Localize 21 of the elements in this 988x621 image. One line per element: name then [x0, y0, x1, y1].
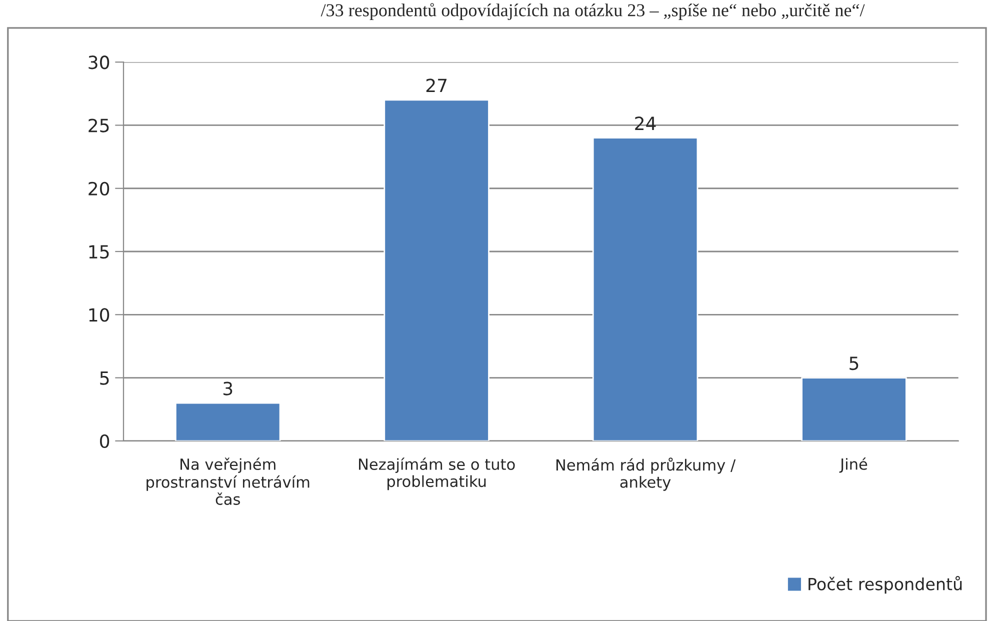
y-tick-label: 5 — [100, 371, 109, 385]
x-tick-label: Nezajímám se o tuto problematiku — [359, 458, 515, 490]
y-tick-label: 10 — [89, 308, 110, 322]
chart-title: /33 respondentů odpovídajících na otázku 23 – „spíše ne“ nebo „určitě ne“/ — [320, 3, 865, 20]
y-tick-label: 25 — [88, 118, 109, 132]
data-label: 24 — [635, 116, 656, 130]
y-tick-label: 20 — [88, 182, 110, 196]
x-tick-label: Nemám rád průzkumy / ankety — [556, 458, 736, 491]
data-label: 27 — [426, 78, 447, 92]
bar — [801, 377, 907, 441]
y-tick-label: 30 — [88, 56, 110, 70]
bar — [174, 402, 281, 441]
data-label: 5 — [850, 356, 858, 370]
data-label: 3 — [223, 382, 232, 396]
x-tick-label: Na veřejném prostranství netrávím čas — [146, 458, 310, 505]
x-tick-label: Jiné — [839, 457, 868, 473]
y-tick-label: 15 — [89, 245, 109, 259]
bar — [592, 137, 698, 441]
y-tick-label: 0 — [100, 434, 110, 448]
legend-label: Počet respondentů — [808, 576, 962, 594]
bar — [384, 99, 490, 441]
